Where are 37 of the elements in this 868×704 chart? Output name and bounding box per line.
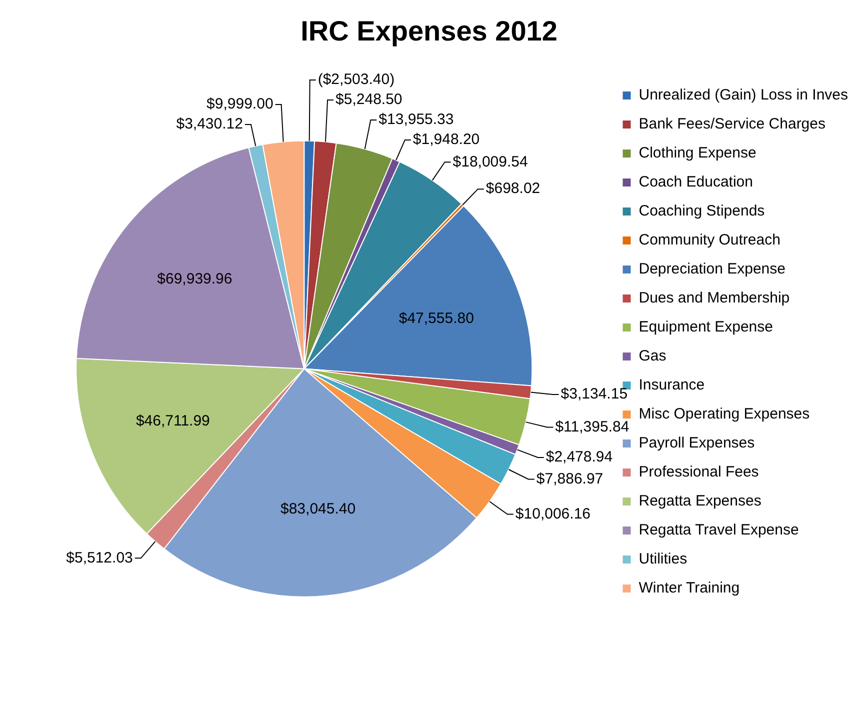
legend-label: Clothing Expense xyxy=(638,144,756,162)
legend-label: Professional Fees xyxy=(638,464,759,481)
data-label: $10,006.16 xyxy=(515,505,591,522)
legend-label: Gas xyxy=(638,348,666,365)
data-label: $83,045.40 xyxy=(280,500,356,518)
legend-label: Unrealized (Gain) Loss in Inves xyxy=(638,86,848,104)
legend-label: Misc Operating Expenses xyxy=(638,406,810,423)
legend-label: Regatta Expenses xyxy=(638,492,762,510)
chart-title: IRC Expenses 2012 xyxy=(300,16,558,47)
legend-label: Depreciation Expense xyxy=(638,260,786,278)
legend-label: Regatta Travel Expense xyxy=(638,522,799,539)
data-label: $1,948.20 xyxy=(412,131,480,148)
data-label: $3,430.12 xyxy=(176,116,243,133)
data-label: $9,999.00 xyxy=(206,96,274,113)
legend-label: Community Outreach xyxy=(638,232,780,249)
legend-label: Equipment Expense xyxy=(638,318,774,336)
data-label: ($2,503.40) xyxy=(318,71,395,88)
legend-label: Coach Education xyxy=(638,174,753,191)
legend-label: Utilities xyxy=(638,550,688,568)
legend-label: Coaching Stipends xyxy=(638,202,765,220)
data-label: $7,886.97 xyxy=(536,470,604,488)
data-label: $13,955.33 xyxy=(378,111,454,128)
legend-label: Winter Training xyxy=(638,580,740,597)
data-label: $5,248.50 xyxy=(336,91,402,108)
data-label: $3,134.15 xyxy=(560,386,628,403)
data-label: $46,711.99 xyxy=(136,412,210,430)
legend-label: Insurance xyxy=(638,376,705,394)
data-label: $47,555.80 xyxy=(398,310,474,328)
legend-label: Payroll Expenses xyxy=(638,434,755,452)
data-label: $2,478.94 xyxy=(546,448,613,466)
data-label: $5,512.03 xyxy=(66,549,133,566)
legend-label: Bank Fees/Service Charges xyxy=(638,116,826,133)
data-label: $11,395.84 xyxy=(555,418,630,436)
data-label: $698.02 xyxy=(486,180,540,198)
legend-label: Dues and Membership xyxy=(638,290,790,307)
data-label: $69,939.96 xyxy=(157,270,232,288)
data-label: $18,009.54 xyxy=(452,153,528,170)
